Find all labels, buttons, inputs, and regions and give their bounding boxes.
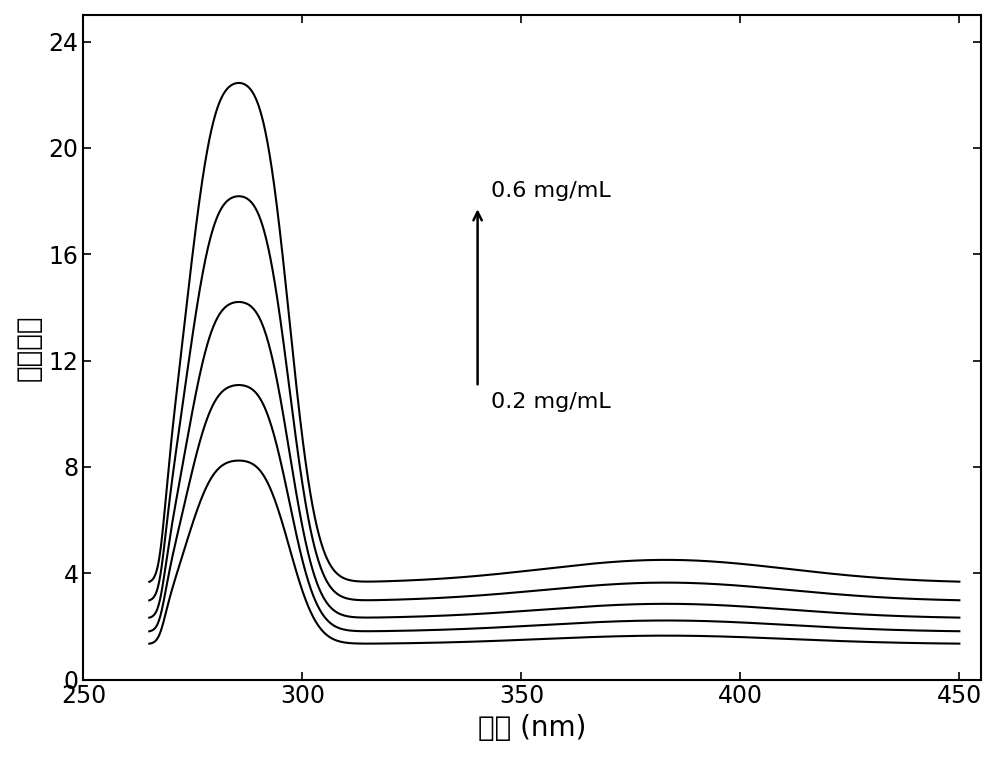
Y-axis label: 荧光强度: 荧光强度 <box>15 314 43 381</box>
X-axis label: 波长 (nm): 波长 (nm) <box>478 714 587 742</box>
Text: 0.2 mg/mL: 0.2 mg/mL <box>491 392 610 413</box>
Text: 0.6 mg/mL: 0.6 mg/mL <box>491 181 610 201</box>
